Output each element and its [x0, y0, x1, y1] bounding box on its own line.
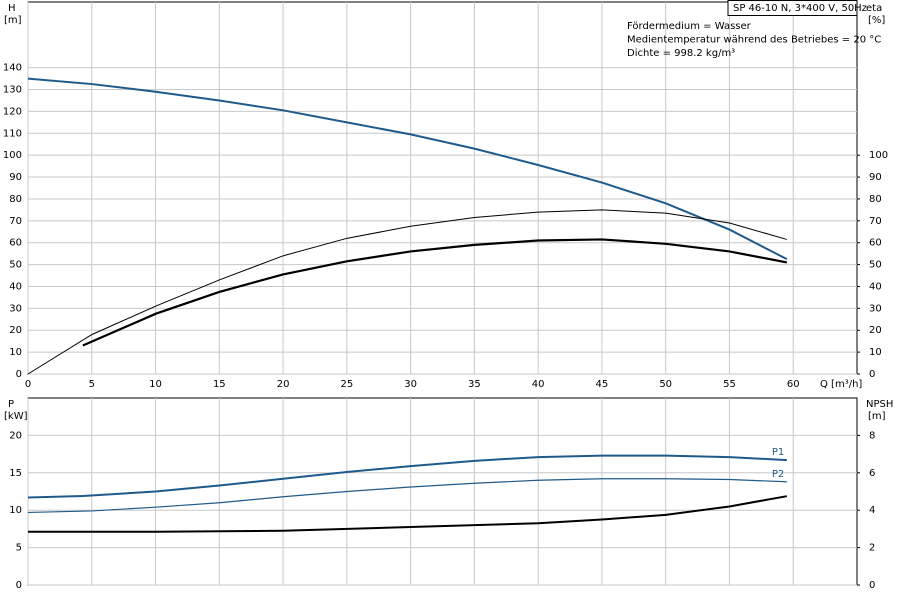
- x-tick-label: 60: [787, 379, 800, 390]
- y2-axis-unit: [m]: [868, 411, 886, 422]
- curve: [27, 478, 787, 514]
- curve: [27, 209, 787, 375]
- y-axis-label: H: [8, 3, 16, 14]
- y2-tick-label: 80: [869, 194, 882, 205]
- chart-title: SP 46-10 N, 3*400 V, 50Hz: [733, 3, 867, 14]
- y2-axis-unit: [%]: [868, 15, 885, 26]
- y2-tick-label: 6: [869, 468, 875, 479]
- curve-label: P2: [772, 469, 784, 480]
- y2-tick-label: 50: [869, 260, 882, 271]
- x-tick-label: 20: [277, 379, 290, 390]
- curve: [28, 495, 788, 533]
- y-tick-label: 20: [9, 430, 22, 441]
- y2-axis-label: NPSH: [866, 399, 893, 410]
- y-axis-unit: [kW]: [4, 411, 28, 422]
- y2-axis-label: eta: [866, 3, 882, 14]
- y-tick-label: 0: [16, 369, 22, 380]
- y2-tick-label: 10: [869, 347, 882, 358]
- x-axis-label: Q [m³/h]: [820, 379, 862, 390]
- y2-tick-label: 8: [869, 430, 875, 441]
- x-tick-label: 50: [659, 379, 672, 390]
- y-tick-label: 0: [16, 580, 22, 591]
- curve: [82, 238, 788, 347]
- y2-tick-label: 90: [869, 172, 882, 183]
- y2-tick-label: 60: [869, 238, 882, 249]
- y-tick-label: 110: [3, 128, 22, 139]
- annotation: Dichte = 998.2 kg/m³: [627, 48, 735, 59]
- y-tick-label: 15: [9, 468, 22, 479]
- y-tick-label: 120: [3, 106, 22, 117]
- annotation: Medientemperatur während des Betriebes =…: [627, 35, 881, 46]
- x-tick-label: 25: [340, 379, 353, 390]
- y-tick-label: 100: [3, 150, 22, 161]
- y-tick-label: 60: [9, 238, 22, 249]
- x-tick-label: 5: [89, 379, 95, 390]
- y-tick-label: 20: [9, 325, 22, 336]
- y-tick-label: 70: [9, 216, 22, 227]
- curve: [27, 454, 787, 499]
- y2-tick-label: 0: [869, 580, 875, 591]
- x-tick-label: 55: [723, 379, 736, 390]
- x-tick-label: 10: [149, 379, 162, 390]
- y-tick-label: 130: [3, 85, 22, 96]
- x-tick-label: 0: [25, 379, 31, 390]
- x-tick-label: 45: [596, 379, 609, 390]
- y-axis-unit: [m]: [4, 15, 22, 26]
- curve: [27, 77, 788, 261]
- y2-tick-label: 30: [869, 303, 882, 314]
- annotation: Fördermedium = Wasser: [627, 21, 752, 32]
- curve-label: P1: [772, 447, 784, 458]
- x-tick-label: 15: [213, 379, 226, 390]
- y-tick-label: 40: [9, 281, 22, 292]
- y2-tick-label: 20: [869, 325, 882, 336]
- y-tick-label: 5: [16, 543, 22, 554]
- y-tick-label: 10: [9, 347, 22, 358]
- x-tick-label: 40: [532, 379, 545, 390]
- y2-tick-label: 70: [869, 216, 882, 227]
- y-tick-label: 140: [3, 63, 22, 74]
- y-tick-label: 50: [9, 260, 22, 271]
- y-tick-label: 90: [9, 172, 22, 183]
- y-tick-label: 10: [9, 505, 22, 516]
- y2-tick-label: 0: [869, 369, 875, 380]
- title-box: [727, 0, 858, 16]
- y2-tick-label: 4: [869, 505, 875, 516]
- y-axis-label: P: [8, 399, 14, 410]
- y-tick-label: 80: [9, 194, 22, 205]
- x-tick-label: 30: [404, 379, 417, 390]
- y2-tick-label: 40: [869, 281, 882, 292]
- y2-tick-label: 2: [869, 543, 875, 554]
- x-tick-label: 35: [468, 379, 481, 390]
- y2-tick-label: 100: [869, 150, 888, 161]
- y-tick-label: 30: [9, 303, 22, 314]
